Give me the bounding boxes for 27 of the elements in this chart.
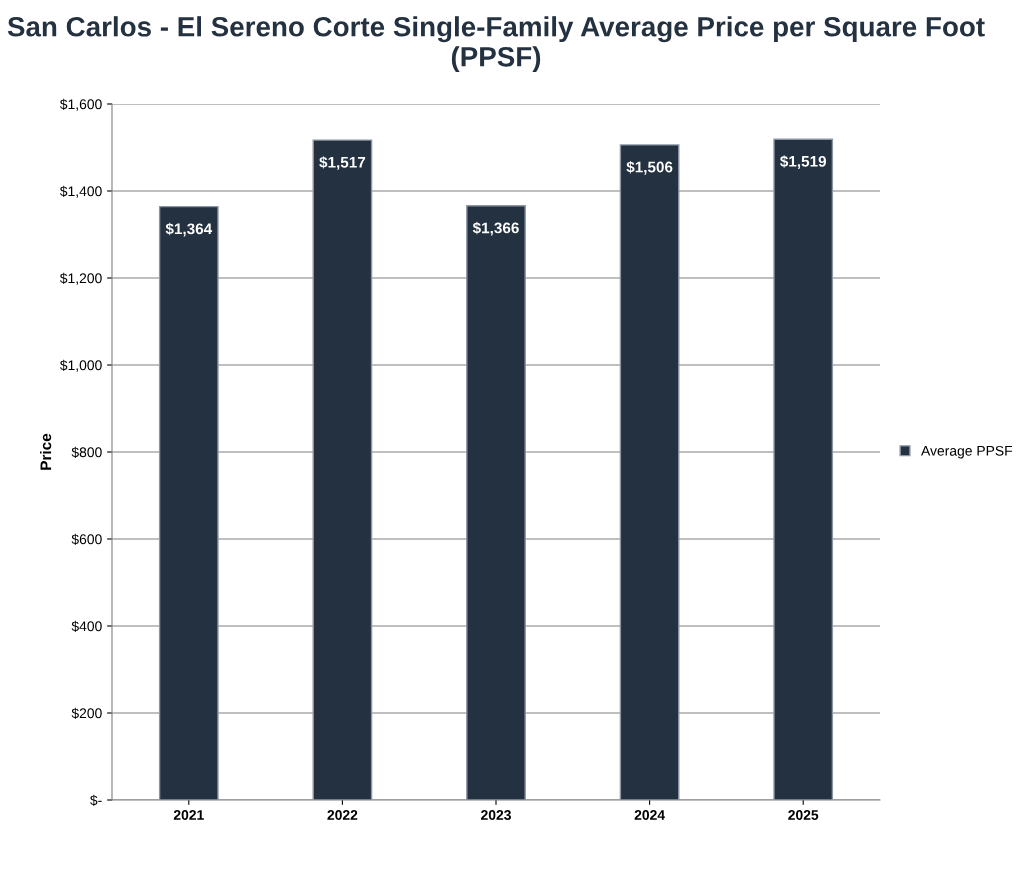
y-tick-label: $600 <box>71 533 102 545</box>
y-tick-label: $400 <box>71 620 102 632</box>
y-tick-label: $800 <box>71 446 102 458</box>
x-tick-label: 2023 <box>481 810 511 820</box>
bar <box>312 139 373 800</box>
y-tick-label: $1,200 <box>59 272 102 285</box>
x-tick-label: 2021 <box>173 810 204 820</box>
y-axis-title: Price <box>40 433 52 470</box>
bar <box>773 138 834 800</box>
bar <box>619 144 680 800</box>
bar <box>158 205 219 800</box>
data-label: $1,519 <box>780 155 826 169</box>
y-tick-label: $- <box>90 794 102 806</box>
x-tick-label: 2025 <box>788 810 819 820</box>
data-label: $1,506 <box>626 160 673 175</box>
bar <box>466 205 526 800</box>
data-label: $1,517 <box>319 156 366 170</box>
legend-label: Average PPSF <box>921 445 1013 459</box>
y-tick-label: $1,600 <box>59 98 102 111</box>
y-tick-label: $1,400 <box>59 185 102 198</box>
x-tick-label: 2022 <box>327 810 358 820</box>
chart-title: San Carlos - El Sereno Corte Single-Family Average Price per Square Foot (PPSF) <box>7 16 985 73</box>
data-label: $1,364 <box>165 222 213 237</box>
y-tick-label: $1,000 <box>59 359 102 372</box>
x-tick-label: 2024 <box>634 810 665 820</box>
data-label: $1,366 <box>472 221 519 236</box>
y-tick-label: $200 <box>71 707 102 719</box>
